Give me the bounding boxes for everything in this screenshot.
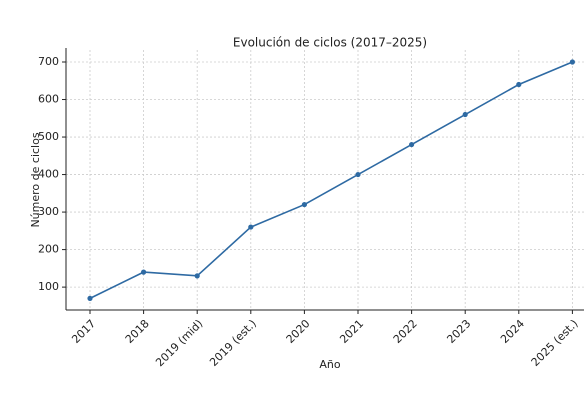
- x-tick-label: 2023: [444, 317, 473, 346]
- data-point: [569, 59, 576, 65]
- x-tick-label: 2025 (est.): [529, 317, 581, 369]
- x-tick-label: 2022: [391, 317, 420, 346]
- y-tick-label: 600: [38, 93, 59, 106]
- x-tick-label: 2020: [284, 317, 313, 346]
- y-axis-label: Número de ciclos: [29, 132, 42, 227]
- y-tick-label: 300: [38, 205, 59, 218]
- x-tick-label: 2021: [337, 317, 366, 346]
- data-point: [87, 295, 93, 301]
- y-tick-label: 400: [38, 168, 59, 181]
- data-point: [409, 141, 415, 148]
- y-tick-label: 700: [38, 55, 59, 68]
- y-tick-label: 100: [38, 280, 59, 293]
- data-point: [355, 171, 361, 178]
- data-line: [89, 61, 573, 300]
- data-point: [141, 269, 147, 275]
- x-tick-label: 2019 (est.): [207, 317, 259, 369]
- y-tick-label: 200: [38, 243, 59, 256]
- x-tick-label: 2018: [123, 317, 152, 346]
- data-point: [462, 111, 468, 118]
- x-tick-label: 2019 (mid): [153, 317, 205, 369]
- x-tick-label: 2024: [498, 317, 527, 346]
- y-tick-label: 500: [38, 130, 59, 143]
- data-point: [516, 81, 522, 88]
- chart-title: Evolución de ciclos (2017–2025): [233, 36, 427, 50]
- data-point: [301, 201, 307, 208]
- x-axis-label: Año: [319, 358, 340, 371]
- data-point: [194, 273, 200, 279]
- x-tick-label: 2017: [69, 317, 98, 346]
- data-point: [248, 224, 254, 230]
